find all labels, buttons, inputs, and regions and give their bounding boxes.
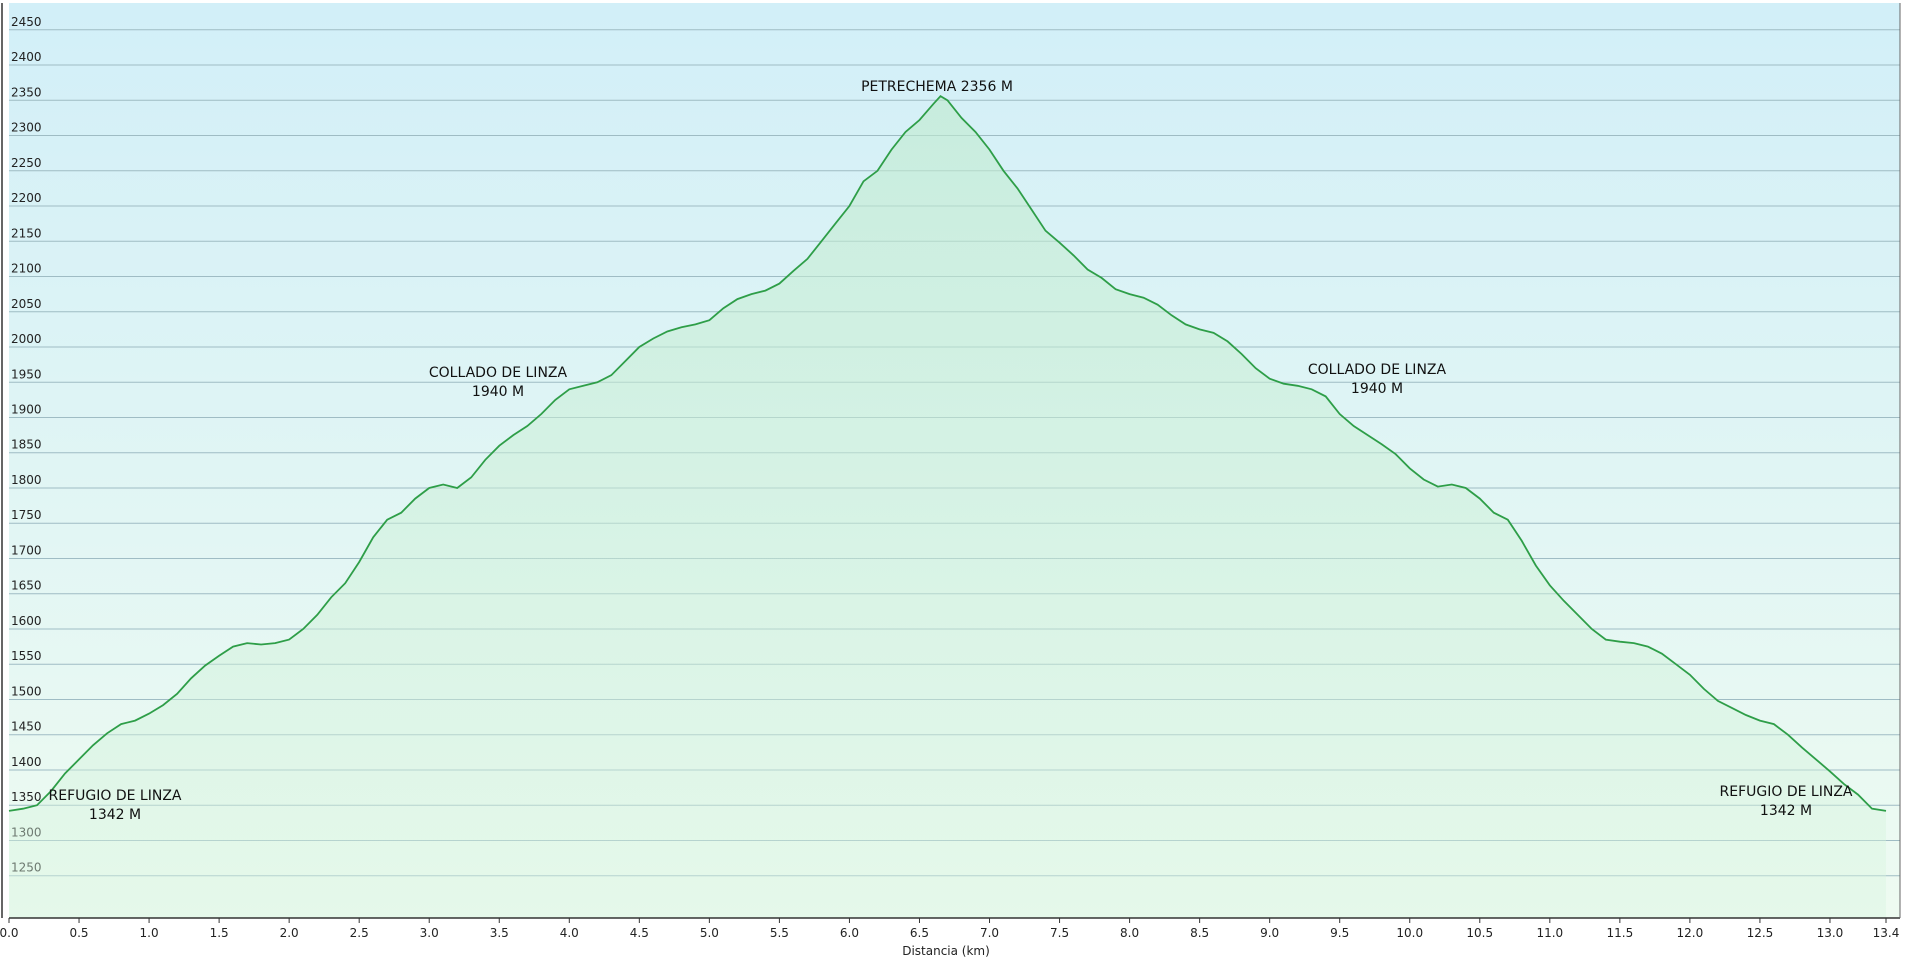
annotation: 1342 M bbox=[1760, 803, 1812, 819]
x-tick-label: 7.0 bbox=[980, 926, 999, 940]
y-tick-label: 1850 bbox=[11, 438, 42, 452]
x-tick-label: 1.5 bbox=[210, 926, 229, 940]
x-tick-label: 0.5 bbox=[69, 926, 88, 940]
y-tick-label: 2100 bbox=[11, 262, 42, 276]
x-tick-label: 8.0 bbox=[1120, 926, 1139, 940]
elevation-line bbox=[8, 94, 1887, 812]
x-tick-label: 13.4 bbox=[1873, 926, 1900, 940]
x-tick-label: 5.5 bbox=[770, 926, 789, 940]
y-tick-label: 2450 bbox=[11, 15, 42, 29]
y-tick-label: 2300 bbox=[11, 121, 42, 135]
area-fill bbox=[9, 96, 1886, 919]
annotation: REFUGIO DE LINZA bbox=[1720, 784, 1853, 800]
x-tick-label: 12.5 bbox=[1747, 926, 1774, 940]
annotation: 1940 M bbox=[1351, 381, 1403, 397]
x-tick-label: 3.5 bbox=[490, 926, 509, 940]
y-tick-label: 2400 bbox=[11, 50, 42, 64]
y-tick-label: 1400 bbox=[11, 755, 42, 769]
x-tick-label: 10.5 bbox=[1466, 926, 1493, 940]
y-tick-label: 1800 bbox=[11, 473, 42, 487]
x-tick-label: 8.5 bbox=[1190, 926, 1209, 940]
annotation: COLLADO DE LINZA bbox=[429, 365, 568, 381]
y-tick-label: 1550 bbox=[11, 649, 42, 663]
x-tick-label: 10.0 bbox=[1396, 926, 1423, 940]
x-tick-label: 9.5 bbox=[1330, 926, 1349, 940]
x-tick-label: 4.5 bbox=[630, 926, 649, 940]
x-tick-label: 13.0 bbox=[1817, 926, 1844, 940]
y-tick-label: 1350 bbox=[11, 790, 42, 804]
annotation: PETRECHEMA 2356 M bbox=[861, 79, 1013, 95]
x-tick-label: 3.0 bbox=[420, 926, 439, 940]
x-tick-label: 5.0 bbox=[700, 926, 719, 940]
x-tick-label: 2.5 bbox=[350, 926, 369, 940]
y-tick-label: 2000 bbox=[11, 332, 42, 346]
y-tick-label: 1750 bbox=[11, 508, 42, 522]
x-tick-label: 2.0 bbox=[280, 926, 299, 940]
y-tick-label: 2250 bbox=[11, 156, 42, 170]
y-tick-label: 2200 bbox=[11, 191, 42, 205]
x-tick-label: 9.0 bbox=[1260, 926, 1279, 940]
y-tick-label: 1450 bbox=[11, 720, 42, 734]
annotation: 1940 M bbox=[472, 384, 524, 400]
annotation: COLLADO DE LINZA bbox=[1308, 362, 1447, 378]
x-tick-label: 0.0 bbox=[0, 926, 19, 940]
y-tick-label: 2050 bbox=[11, 297, 42, 311]
y-tick-label: 2350 bbox=[11, 85, 42, 99]
x-axis-label: Distancia (km) bbox=[902, 944, 990, 958]
annotation: 1342 M bbox=[89, 807, 141, 823]
x-tick-label: 11.0 bbox=[1536, 926, 1563, 940]
y-tick-label: 1650 bbox=[11, 579, 42, 593]
y-tick-label: 2150 bbox=[11, 226, 42, 240]
y-tick-label: 1900 bbox=[11, 402, 42, 416]
y-tick-label: 1950 bbox=[11, 367, 42, 381]
y-tick-label: 1700 bbox=[11, 543, 42, 557]
y-tick-label: 1500 bbox=[11, 684, 42, 698]
annotation: REFUGIO DE LINZA bbox=[49, 788, 182, 804]
x-tick-label: 7.5 bbox=[1050, 926, 1069, 940]
x-tick-label: 6.5 bbox=[910, 926, 929, 940]
x-tick-label: 1.0 bbox=[140, 926, 159, 940]
x-tick-label: 11.5 bbox=[1606, 926, 1633, 940]
x-tick-label: 6.0 bbox=[840, 926, 859, 940]
y-tick-label: 1600 bbox=[11, 614, 42, 628]
x-tick-label: 12.0 bbox=[1677, 926, 1704, 940]
x-tick-label: 4.0 bbox=[560, 926, 579, 940]
